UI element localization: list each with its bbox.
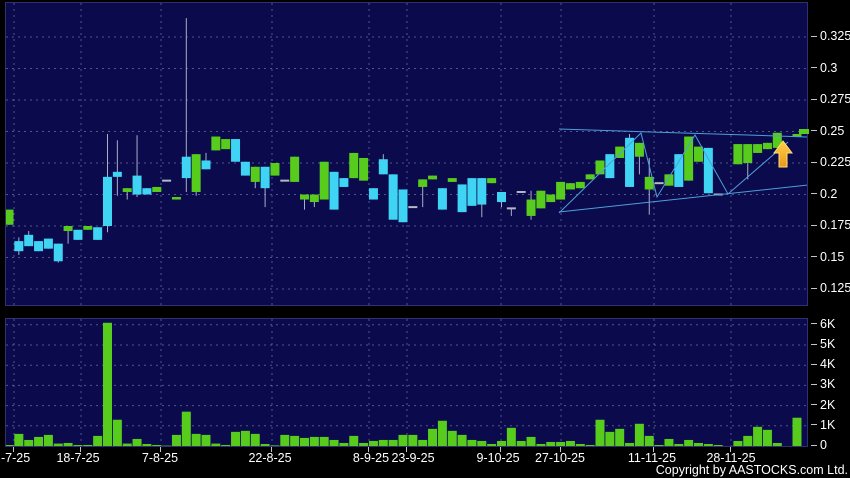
date-axis-label: 11-11-25 [627, 451, 677, 465]
price-axis-label: 0.225 [820, 155, 850, 169]
volume-axis-label: 0 [820, 438, 827, 452]
volume-bar-series [6, 322, 802, 446]
volume-axis-label: 5K [820, 337, 836, 351]
volume-axis-label: 1K [820, 417, 836, 432]
date-axis-label: 28-11-25 [706, 451, 756, 465]
price-axis-label: 0.275 [820, 92, 850, 106]
volume-chart-canvas [6, 319, 807, 446]
volume-gridlines [6, 319, 807, 446]
price-axis-label: 0.15 [820, 249, 845, 264]
price-axis-label: 0.175 [820, 218, 850, 232]
price-axis-label: 0.325 [820, 29, 850, 43]
up-arrow-marker [773, 140, 793, 168]
price-gridlines [6, 3, 807, 305]
price-axis-label: 0.25 [820, 123, 845, 138]
volume-chart-panel [5, 318, 808, 447]
volume-axis-label: 6K [820, 316, 836, 331]
price-axis-label: 0.3 [820, 60, 838, 75]
price-axis-label: 0.2 [820, 186, 838, 201]
price-chart-canvas [6, 3, 807, 305]
volume-axis-label: 4K [820, 357, 836, 372]
date-axis-label: 23-9-25 [391, 451, 435, 465]
date-axis-label: 27-10-25 [534, 451, 586, 465]
trendline-overlay [558, 128, 807, 214]
volume-axis-label: 3K [820, 377, 836, 392]
date-axis-label: 18-7-25 [56, 451, 100, 465]
current-price-marker [799, 129, 809, 134]
date-axis-label: 9-10-25 [476, 451, 520, 465]
price-axis-label: 0.125 [820, 281, 850, 295]
date-axis-label: 8-9-25 [352, 451, 390, 465]
date-axis-label: -7-25 [1, 451, 31, 465]
copyright-text: Copyright by AASTOCKS.com Ltd. [655, 463, 848, 477]
date-axis-label: 7-8-25 [141, 451, 179, 465]
date-axis-label: 22-8-25 [248, 451, 292, 465]
volume-axis-label: 2K [820, 397, 836, 412]
candlestick-series [6, 18, 802, 263]
price-chart-panel [5, 2, 809, 306]
